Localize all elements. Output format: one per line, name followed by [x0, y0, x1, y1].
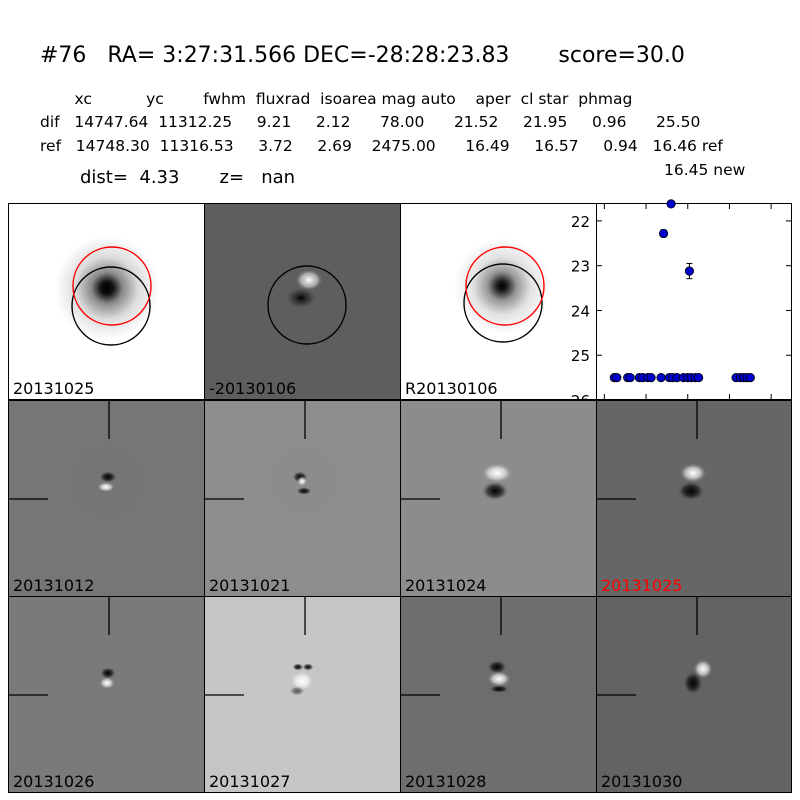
difference-stamp-panel: 20131027 — [204, 596, 401, 793]
panel-label: R20130106 — [405, 379, 498, 398]
difference-stamp-image — [205, 401, 400, 596]
image-panel-new: 20131025 — [8, 203, 205, 400]
new-aperture-circle — [465, 246, 545, 326]
dist-line: dist= 4.33 z= nan — [80, 167, 296, 188]
data-point — [625, 373, 635, 383]
plot-frame — [596, 203, 792, 400]
image-panel-reference: R20130106 — [400, 203, 597, 400]
y-tick-label: 24 — [571, 302, 590, 320]
ref-aperture-circle — [71, 266, 151, 346]
y-tick-label: 22 — [571, 213, 590, 231]
ref-aperture-circle — [463, 263, 543, 343]
difference-stamp-panel: 20131026 — [8, 596, 205, 793]
panel-label: 20131028 — [405, 772, 487, 791]
data-point — [658, 228, 669, 239]
difference-stamp-image — [9, 597, 204, 792]
page-title: #76 RA= 3:27:31.566 DEC=-28:28:23.83 sco… — [40, 43, 685, 68]
panel-label: 20131021 — [209, 576, 291, 595]
difference-stamp-panel: 20131025 — [596, 400, 792, 597]
difference-stamp-panel: 20131012 — [8, 400, 205, 597]
light-curve-svg: 2223242526−100−50050100 — [571, 199, 792, 422]
panel-label: 20131027 — [209, 772, 291, 791]
new-mag-row: 16.45 new — [664, 161, 746, 179]
panel-label: 20131025 — [13, 379, 95, 398]
light-curve-plot: 2223242526−100−50050100 — [571, 199, 792, 422]
difference-stamp-panel: 20131028 — [400, 596, 597, 793]
difference-stamp-panel: 20131021 — [204, 400, 401, 597]
y-tick-label: 23 — [571, 258, 590, 276]
data-point — [666, 199, 676, 209]
difference-stamp-image — [9, 401, 204, 596]
difference-stamp-image — [401, 401, 596, 596]
difference-stamp-image — [597, 401, 791, 596]
data-point — [684, 266, 695, 276]
difference-stamp-image — [401, 597, 596, 792]
panel-label: 20131012 — [13, 576, 95, 595]
stamp-difference-image — [205, 204, 400, 399]
new-aperture-circle — [72, 246, 152, 326]
stamp-new-image — [9, 204, 204, 399]
data-point — [656, 373, 666, 383]
ref-aperture-circle — [267, 265, 347, 345]
difference-stamp-image — [597, 597, 791, 792]
stamp-reference-image — [401, 204, 596, 399]
panel-label: 20131026 — [13, 772, 95, 791]
image-panel-difference: -20130106 — [204, 203, 401, 400]
panel-label: -20130106 — [209, 379, 297, 398]
ref-row: ref 14748.30 11316.53 3.72 2.69 2475.00 … — [40, 137, 723, 155]
panel-label: 20131024 — [405, 576, 487, 595]
data-point — [612, 373, 622, 383]
difference-stamp-panel: 20131024 — [400, 400, 597, 597]
difference-stamp-image — [205, 597, 400, 792]
dif-row: dif 14747.64 11312.25 9.21 2.12 78.00 21… — [40, 113, 701, 131]
data-point — [693, 373, 704, 383]
data-point — [745, 373, 755, 383]
panel-label: 20131025 — [601, 576, 683, 595]
y-tick-label: 25 — [571, 347, 590, 365]
columns-header: xc yc fwhm fluxrad isoarea mag auto aper… — [40, 90, 633, 108]
data-point — [646, 373, 656, 383]
difference-stamp-panel: 20131030 — [596, 596, 792, 793]
panel-label: 20131030 — [601, 772, 683, 791]
